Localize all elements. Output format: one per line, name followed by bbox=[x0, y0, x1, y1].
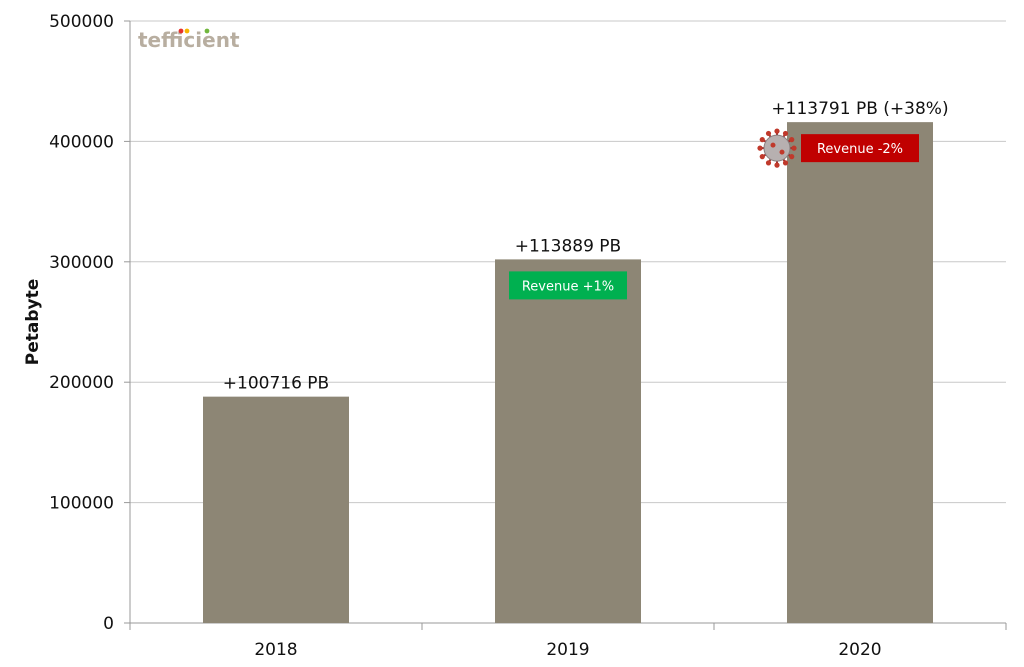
virus-spike-tip bbox=[782, 130, 789, 137]
revenue-badge-2019: Revenue +1% bbox=[509, 271, 627, 300]
x-tick-label: 2018 bbox=[254, 640, 297, 660]
bars bbox=[203, 122, 933, 624]
revenue-badge-text: Revenue +1% bbox=[522, 279, 614, 294]
y-tick-label: 300000 bbox=[49, 253, 114, 273]
virus-body bbox=[763, 134, 791, 162]
virus-spot bbox=[779, 149, 785, 155]
y-tick-label: 0 bbox=[103, 614, 114, 634]
revenue-badge-text: Revenue -2% bbox=[817, 142, 903, 157]
virus-spike-tip bbox=[789, 154, 795, 160]
logo-dot bbox=[204, 28, 210, 34]
logo: tefficient bbox=[138, 28, 240, 52]
y-tick-label: 500000 bbox=[49, 12, 114, 32]
logo-dot bbox=[184, 28, 190, 34]
data-label-2018: +100716 PB bbox=[223, 374, 329, 394]
annotations: Revenue +1% Revenue -2% bbox=[509, 128, 919, 300]
y-tick-label: 200000 bbox=[49, 373, 114, 393]
bar-2019 bbox=[495, 259, 641, 623]
x-tick-label: 2020 bbox=[838, 640, 881, 660]
x-tick-label: 2019 bbox=[546, 640, 589, 660]
data-labels: +100716 PB +113889 PB +113791 PB (+38%) bbox=[223, 99, 949, 394]
axes: 0 100000 200000 300000 400000 500000 2018 2019 2… bbox=[49, 12, 1007, 660]
virus-spike-tip bbox=[759, 137, 765, 143]
virus-spike-tip bbox=[759, 154, 765, 160]
logo-dot bbox=[178, 28, 184, 34]
virus-spike-tip bbox=[789, 137, 795, 143]
virus-spike-tip bbox=[791, 145, 797, 151]
virus-spike-tip bbox=[765, 130, 772, 137]
virus-spike-tip bbox=[757, 145, 763, 151]
y-axis-label: Petabyte bbox=[23, 279, 43, 366]
bar-2020 bbox=[787, 122, 933, 624]
y-tick-label: 100000 bbox=[49, 494, 114, 514]
virus-spike-tip bbox=[765, 160, 772, 166]
revenue-badge-bg bbox=[509, 271, 627, 300]
bar-2018 bbox=[203, 396, 349, 623]
virus-spike-tip bbox=[782, 160, 789, 166]
data-label-2020: +113791 PB (+38%) bbox=[771, 99, 948, 119]
virus-spike-tip bbox=[774, 162, 780, 168]
data-label-2019: +113889 PB bbox=[515, 236, 621, 256]
revenue-badge-2020: Revenue -2% bbox=[757, 128, 919, 168]
virus-spot bbox=[770, 142, 776, 148]
y-tick-label: 400000 bbox=[49, 132, 114, 152]
virus-icon bbox=[757, 128, 797, 168]
virus-spike-tip bbox=[774, 128, 780, 134]
revenue-badge-bg bbox=[801, 134, 919, 163]
